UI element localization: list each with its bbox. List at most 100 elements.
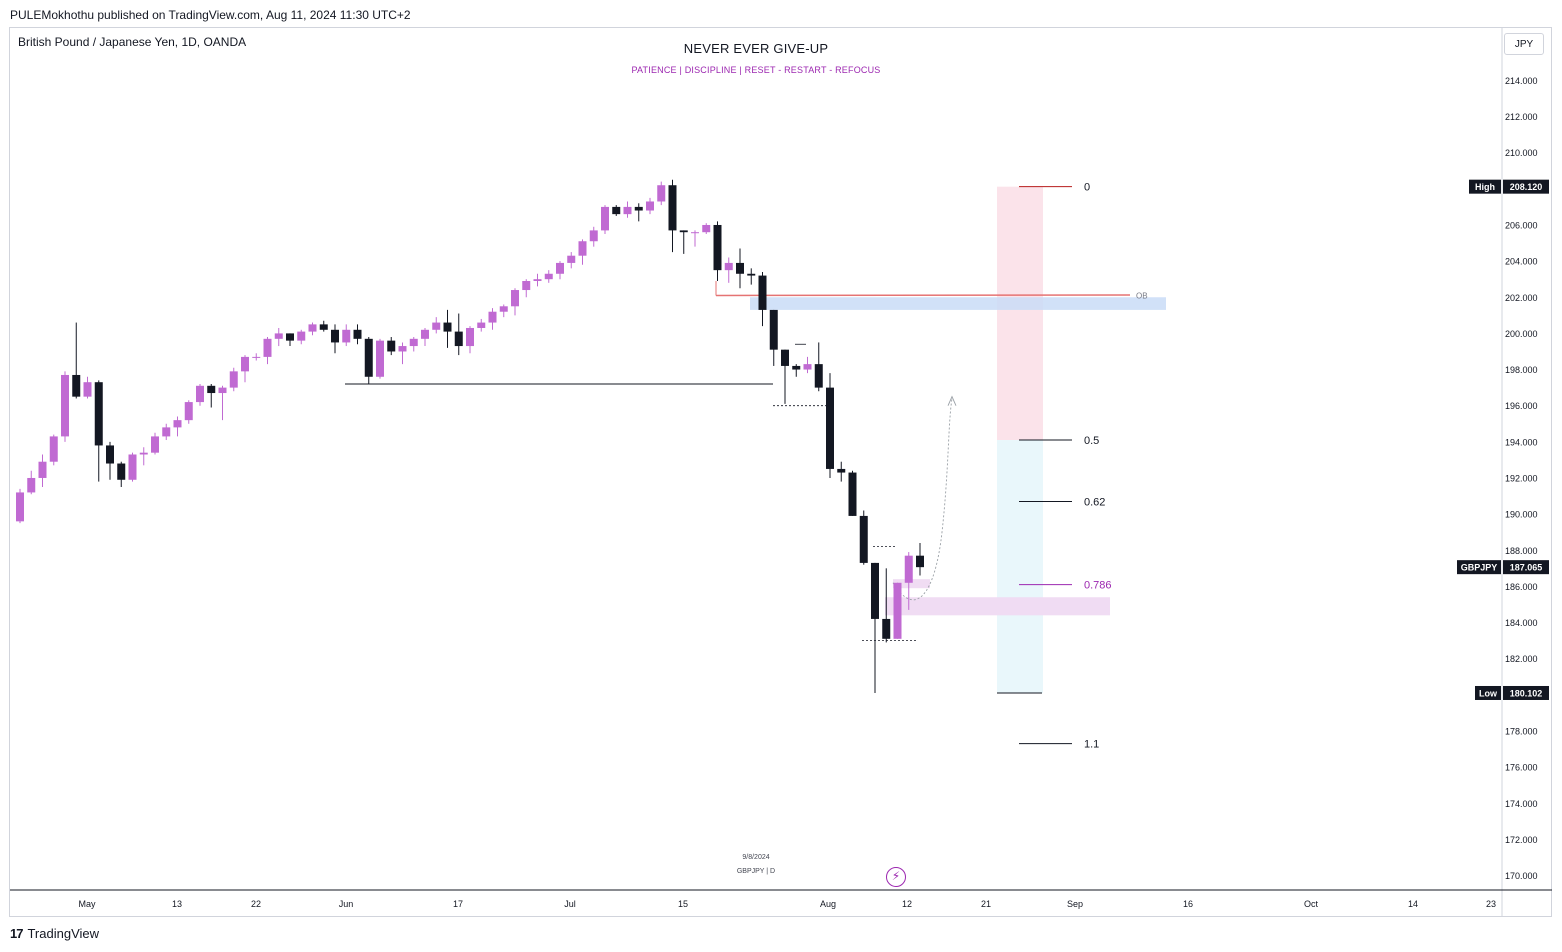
time-tick: 13 — [172, 899, 182, 909]
candle-body — [882, 618, 891, 639]
projection-path — [892, 398, 953, 601]
candle-body — [342, 329, 351, 343]
candle — [578, 239, 587, 265]
fib-level-label: 0 — [1084, 182, 1090, 194]
price-labels: 208.120 High 187.065 GBPJPY 180.102 Low — [1457, 179, 1549, 700]
candle-body — [702, 224, 711, 233]
candle-body — [286, 333, 294, 341]
price-label-value-box — [1503, 685, 1549, 700]
time-tick: Oct — [1304, 899, 1319, 909]
time-tick: Jun — [339, 899, 354, 909]
fib-retracement: 0 0.5 0.62 0.786 1.1 — [997, 182, 1112, 751]
candle — [297, 329, 306, 345]
candle-body — [173, 420, 182, 428]
candle — [702, 223, 711, 235]
candle-body — [848, 472, 857, 516]
price-label-name-box — [1475, 685, 1501, 700]
candle — [544, 270, 553, 283]
time-tick: 17 — [453, 899, 463, 909]
price-tick: 184.000 — [1505, 618, 1538, 628]
candle-body — [308, 324, 317, 332]
subline: PATIENCE | DISCIPLINE | RESET - RESTART … — [631, 65, 881, 75]
ob-zone — [750, 297, 1166, 310]
candle-body — [803, 364, 812, 370]
candle — [421, 327, 429, 347]
candle — [623, 201, 632, 218]
candle — [589, 226, 598, 247]
candle — [769, 309, 778, 366]
candle — [668, 179, 677, 253]
candle — [803, 356, 812, 374]
price-label-name: Low — [1479, 688, 1498, 698]
price-tick: 214.000 — [1505, 76, 1538, 86]
candle-body — [713, 224, 722, 271]
fib-zone-upper — [997, 186, 1043, 441]
price-label-value-box — [1503, 560, 1549, 575]
ob-label: OB — [1136, 291, 1148, 300]
candle — [758, 271, 767, 327]
time-tick: May — [78, 899, 96, 909]
price-tick: 202.000 — [1505, 293, 1538, 303]
candle — [83, 376, 92, 399]
currency-button[interactable]: JPY — [1504, 33, 1544, 55]
candle-body — [724, 262, 733, 271]
candle-body — [533, 279, 542, 281]
candle — [882, 568, 891, 643]
price-tick: 198.000 — [1505, 365, 1538, 375]
price-axis: 216.000214.000212.000210.000208.000206.0… — [1501, 28, 1538, 917]
candle-body — [691, 232, 699, 234]
candle-body — [398, 346, 407, 352]
candle-body — [49, 436, 58, 462]
candle-body — [758, 275, 767, 310]
tradingview-brand[interactable]: 17 TradingView — [10, 926, 99, 941]
candle-body — [443, 322, 452, 332]
candle — [747, 268, 756, 285]
time-tick: Aug — [820, 899, 836, 909]
candle — [488, 308, 497, 330]
time-tick: 22 — [251, 899, 261, 909]
candle — [27, 470, 36, 495]
candle-body — [207, 385, 216, 394]
candle-body — [38, 461, 47, 478]
candle-body — [128, 454, 137, 480]
candle-body — [679, 230, 688, 233]
watermark-symbol: GBPJPY | D — [736, 868, 776, 875]
symbol-title: British Pound / Japanese Yen, 1D, OANDA — [18, 35, 247, 49]
candle — [477, 318, 486, 332]
candle-body — [567, 255, 576, 263]
candle-body — [668, 185, 677, 231]
time-axis: May 13 22 Jun 17 Jul 15 Aug 12 21 Sep 16 Oct 14 23 — [10, 889, 1552, 909]
lightning-icon[interactable]: ⚡ — [886, 867, 906, 887]
candle-body — [83, 382, 92, 397]
time-tick: 12 — [902, 899, 912, 909]
candle-body — [117, 463, 126, 480]
price-tick: 190.000 — [1505, 510, 1538, 520]
candle — [151, 432, 159, 455]
candle-body — [151, 436, 159, 453]
candle-body — [522, 280, 531, 291]
price-tick: 188.000 — [1505, 546, 1538, 556]
candle-body — [646, 201, 654, 211]
price-tick: 172.000 — [1505, 835, 1538, 845]
price-label-value-box — [1503, 179, 1549, 194]
candle — [308, 322, 317, 336]
candle — [848, 470, 857, 516]
candle — [263, 337, 272, 365]
candle — [814, 342, 823, 392]
price-label-value: 187.065 — [1510, 563, 1543, 573]
candle — [241, 355, 249, 383]
candle-body — [274, 333, 283, 339]
candle — [454, 313, 463, 356]
ob-line — [715, 294, 1131, 297]
candle — [139, 447, 148, 466]
tradingview-logo-icon: 17 — [10, 926, 24, 941]
price-tick: 200.000 — [1505, 329, 1538, 339]
candle-body — [331, 329, 339, 343]
fib-level-label: 0.786 — [1084, 580, 1112, 592]
candle-body — [747, 273, 756, 276]
price-label-value: 208.120 — [1510, 182, 1543, 192]
candle-body — [252, 356, 261, 358]
candle-body — [263, 338, 272, 357]
candle-body — [376, 340, 384, 377]
